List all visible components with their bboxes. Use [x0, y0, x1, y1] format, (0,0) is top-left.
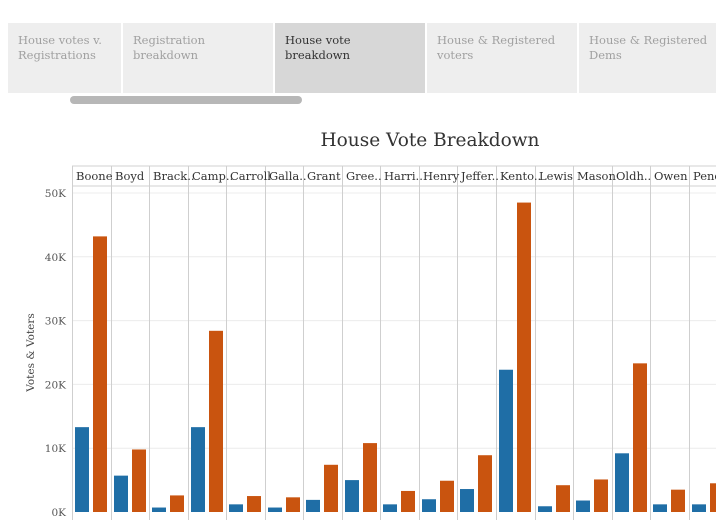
bar-series-1 [75, 427, 89, 512]
category-label: Brack.. [153, 169, 195, 183]
bar-series-2 [633, 363, 647, 512]
y-axis-title: Votes & Voters [25, 313, 37, 393]
category-label: Carroll [230, 169, 271, 183]
bar-series-2 [594, 479, 608, 512]
category-label: Mason [577, 169, 616, 183]
category-label: Harri.. [384, 169, 423, 183]
category-label: Boone [76, 169, 113, 183]
category-label: Pend [693, 169, 716, 183]
bar-series-1 [114, 475, 128, 512]
bar-series-1 [191, 427, 205, 512]
bar-series-1 [383, 504, 397, 512]
tab-house-vote-breakdown[interactable]: House vote breakdown [275, 23, 425, 93]
category-label: Galla.. [269, 169, 307, 183]
bar-series-2 [556, 485, 570, 512]
tab-house-votes-v-registrations[interactable]: House votes v. Registrations [8, 23, 121, 93]
bar-series-1 [538, 506, 552, 512]
category-label: Lewis [539, 169, 573, 183]
bar-series-1 [499, 369, 513, 512]
tab-house-registered-voters[interactable]: House & Registered voters [427, 23, 577, 93]
bar-series-2 [710, 483, 716, 512]
y-tick-label: 0K [51, 507, 66, 519]
category-label: Owen [654, 169, 688, 183]
y-tick-label: 20K [45, 379, 66, 391]
tab-bar: House votes v. Registrations Registratio… [8, 23, 716, 93]
y-tick-label: 50K [45, 188, 66, 200]
bar-series-1 [152, 507, 166, 512]
y-tick-label: 10K [45, 443, 66, 455]
category-label: Boyd [115, 169, 145, 183]
bar-series-1 [576, 500, 590, 512]
bar-series-1 [422, 499, 436, 512]
bar-series-2 [671, 489, 685, 512]
bar-series-1 [615, 453, 629, 512]
category-label: Kento.. [500, 169, 541, 183]
bar-series-1 [229, 504, 243, 512]
bar-series-2 [324, 464, 338, 512]
bar-series-1 [692, 504, 706, 512]
bar-series-2 [132, 449, 146, 512]
bar-series-1 [460, 489, 474, 512]
bar-series-2 [286, 497, 300, 512]
bar-series-2 [209, 330, 223, 512]
category-label: Gree.. [346, 169, 382, 183]
y-tick-label: 30K [45, 316, 66, 328]
bar-series-2 [170, 495, 184, 512]
category-label: Oldh.. [616, 169, 651, 183]
bar-series-2 [478, 455, 492, 512]
bar-series-2 [401, 490, 415, 512]
tab-house-registered-dems[interactable]: House & Registered Dems [579, 23, 716, 93]
bar-series-2 [247, 496, 261, 512]
category-label: Henry [423, 169, 460, 183]
bar-series-1 [345, 480, 359, 512]
bar-series-1 [268, 507, 282, 512]
bar-series-2 [440, 480, 454, 512]
tab-scrollbar-thumb[interactable] [70, 96, 302, 104]
bar-series-2 [517, 202, 531, 512]
bar-series-1 [306, 499, 320, 512]
category-label: Jeffer.. [460, 169, 499, 183]
category-label: Camp.. [192, 169, 233, 183]
bar-series-2 [93, 236, 107, 512]
bar-series-2 [363, 443, 377, 512]
chart-title: House Vote Breakdown [320, 130, 540, 151]
bar-series-1 [653, 504, 667, 512]
y-tick-label: 40K [45, 252, 66, 264]
tab-registration-breakdown[interactable]: Registration breakdown [123, 23, 273, 93]
category-label: Grant [307, 169, 341, 183]
